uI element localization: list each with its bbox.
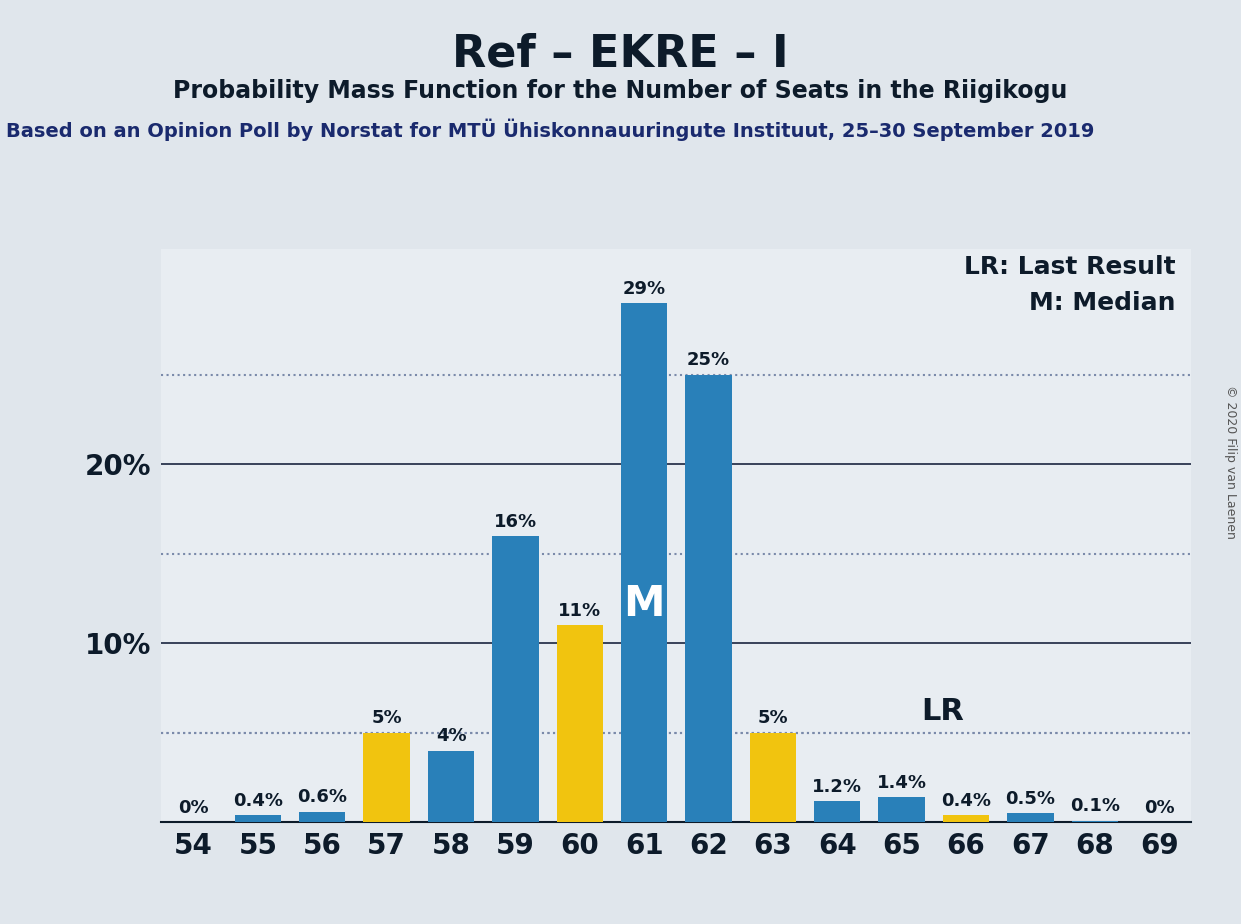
Text: © 2020 Filip van Laenen: © 2020 Filip van Laenen	[1225, 385, 1237, 539]
Text: 11%: 11%	[558, 602, 602, 620]
Text: 5%: 5%	[757, 710, 788, 727]
Text: 29%: 29%	[623, 280, 665, 298]
Bar	[814, 801, 860, 822]
Bar	[879, 797, 925, 822]
Text: 0.5%: 0.5%	[1005, 790, 1055, 808]
Text: 0%: 0%	[1144, 799, 1174, 817]
Text: Probability Mass Function for the Number of Seats in the Riigikogu: Probability Mass Function for the Number…	[174, 79, 1067, 103]
Text: Based on an Opinion Poll by Norstat for MTÜ Ühiskonnauuringute Instituut, 25–30 : Based on an Opinion Poll by Norstat for …	[6, 118, 1095, 140]
Bar	[299, 811, 345, 822]
Bar	[364, 733, 410, 822]
Text: 0%: 0%	[179, 799, 208, 817]
Bar	[620, 303, 668, 822]
Text: 0.6%: 0.6%	[298, 788, 347, 807]
Text: 1.2%: 1.2%	[813, 777, 862, 796]
Text: 0.1%: 0.1%	[1070, 797, 1119, 815]
Text: 0.4%: 0.4%	[941, 792, 992, 809]
Bar	[1072, 821, 1118, 822]
Text: 0.4%: 0.4%	[233, 792, 283, 809]
Text: 16%: 16%	[494, 513, 537, 530]
Text: M: M	[623, 583, 665, 626]
Text: Ref – EKRE – I: Ref – EKRE – I	[452, 32, 789, 76]
Bar	[1008, 813, 1054, 822]
Bar	[557, 626, 603, 822]
Bar	[428, 750, 474, 822]
Text: 25%: 25%	[688, 351, 730, 370]
Text: LR: Last Result
M: Median: LR: Last Result M: Median	[964, 255, 1176, 314]
Bar	[493, 536, 539, 822]
Bar	[685, 375, 732, 822]
Text: 1.4%: 1.4%	[876, 774, 927, 792]
Text: LR: LR	[921, 697, 964, 725]
Bar	[235, 815, 280, 822]
Bar	[943, 815, 989, 822]
Text: 5%: 5%	[371, 710, 402, 727]
Text: 4%: 4%	[436, 727, 467, 746]
Bar	[750, 733, 795, 822]
